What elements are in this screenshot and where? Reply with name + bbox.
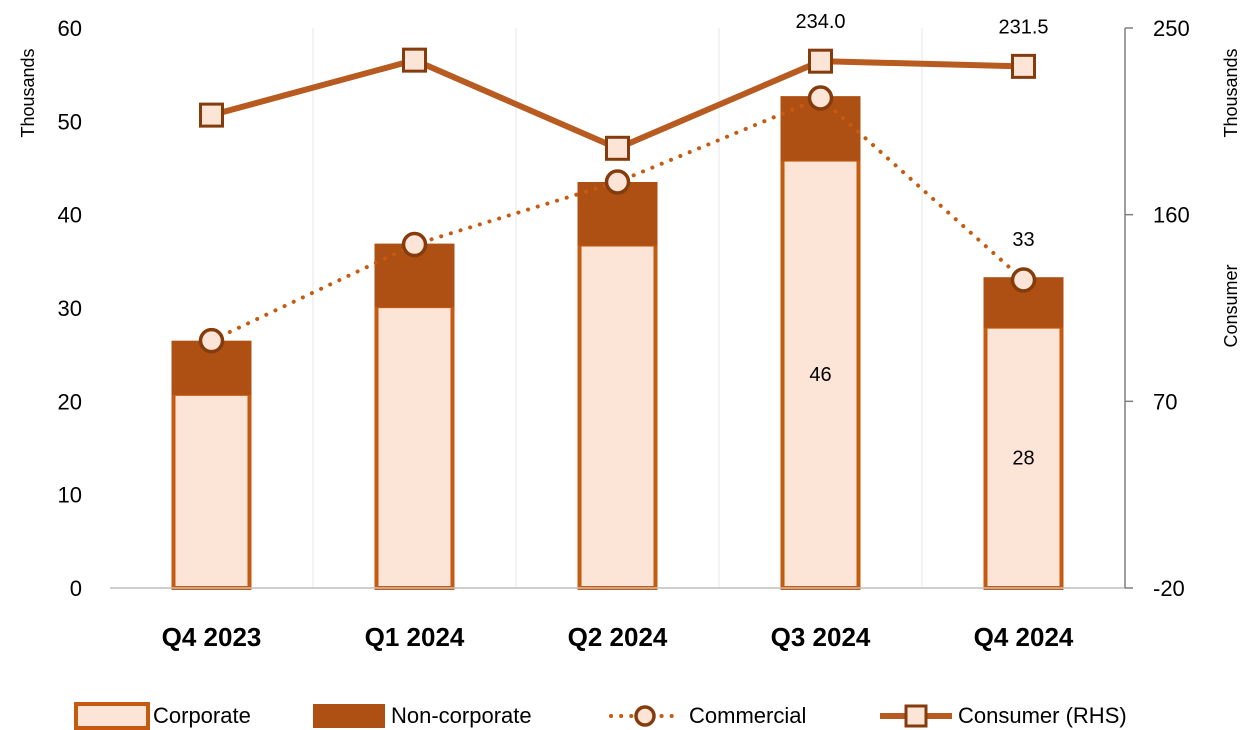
data-labels: 46 28 33 234.0 231.5 xyxy=(795,11,1048,469)
line-series xyxy=(198,47,1037,354)
legend-swatch-non-corporate xyxy=(313,704,385,728)
left-axis-title: Thousands xyxy=(18,48,38,137)
left-axis-tick-label: 0 xyxy=(70,576,82,601)
category-axis: Q4 2023 Q1 2024 Q2 2024 Q3 2024 Q4 2024 xyxy=(162,622,1074,652)
data-label-commercial-q4-2024: 33 xyxy=(1012,229,1034,251)
legend: Corporate Non-corporate Commercial Consu… xyxy=(74,702,1127,730)
marker-commercial-q4-2024 xyxy=(1010,267,1037,293)
bar-corporate-q1-2024 xyxy=(374,304,455,590)
bar-corporate-q4-2023 xyxy=(171,391,252,590)
data-label-consumer-rhs-q4-2024: 231.5 xyxy=(998,16,1048,38)
marker-commercial-q2-2024 xyxy=(604,169,631,195)
vertical-gridlines xyxy=(312,28,923,588)
legend-swatch-corporate xyxy=(74,702,150,730)
right-axis-tick-label: 160 xyxy=(1153,203,1190,228)
legend-label-consumer: Consumer (RHS) xyxy=(958,703,1127,728)
data-label-corporate-q3-2024: 46 xyxy=(809,364,831,386)
legend-item-corporate: Corporate xyxy=(74,702,251,730)
right-axis-tick-label: -20 xyxy=(1153,576,1185,601)
right-axis: -20 70 160 250 xyxy=(1153,16,1190,601)
left-axis-tick-label: 20 xyxy=(58,389,82,414)
marker-consumer-rhs-q3-2024 xyxy=(808,48,833,74)
category-label-q3-2024: Q3 2024 xyxy=(771,622,871,652)
legend-marker-consumer xyxy=(904,704,928,728)
line-commercial xyxy=(209,95,1026,343)
marker-consumer-rhs-q4-2023 xyxy=(199,102,224,128)
left-axis-tick-label: 10 xyxy=(58,483,82,508)
data-label-consumer-rhs-q3-2024: 234.0 xyxy=(795,11,845,33)
category-label-q4-2023: Q4 2023 xyxy=(162,622,262,652)
category-label-q2-2024: Q2 2024 xyxy=(568,622,668,652)
bar-corporate-q2-2024 xyxy=(577,242,658,591)
marker-consumer-rhs-q2-2024 xyxy=(605,135,630,161)
marker-consumer-rhs-q4-2024 xyxy=(1011,53,1036,79)
marker-consumer-rhs-q1-2024 xyxy=(402,47,427,73)
bar-corporate-q4-2024 xyxy=(983,324,1064,590)
legend-label-non-corporate: Non-corporate xyxy=(391,703,532,728)
legend-item-consumer: Consumer (RHS) xyxy=(880,703,1127,728)
right-axis-tick-marks xyxy=(1125,27,1133,589)
legend-item-non-corporate: Non-corporate xyxy=(313,703,532,728)
marker-commercial-q3-2024 xyxy=(807,85,834,111)
left-axis-tick-label: 40 xyxy=(58,203,82,228)
legend-marker-commercial xyxy=(634,705,656,727)
line-consumer-rhs xyxy=(210,57,1024,152)
right-axis-title: Consumer xyxy=(1221,264,1241,347)
left-axis-tick-label: 60 xyxy=(58,16,82,41)
marker-commercial-q1-2024 xyxy=(401,231,428,258)
legend-label-commercial: Commercial xyxy=(689,703,806,728)
legend-item-commercial: Commercial xyxy=(609,703,806,728)
right-axis-tick-label: 70 xyxy=(1153,389,1177,414)
right-axis-title-top: Thousands xyxy=(1221,48,1241,137)
left-axis-tick-label: 50 xyxy=(58,109,82,134)
marker-commercial-q4-2023 xyxy=(198,327,225,354)
data-label-corporate-q4-2024: 28 xyxy=(1012,447,1034,469)
left-axis-tick-label: 30 xyxy=(58,296,82,321)
category-label-q1-2024: Q1 2024 xyxy=(365,622,465,652)
left-axis: 0 10 20 30 40 50 60 xyxy=(58,16,82,601)
legend-label-corporate: Corporate xyxy=(153,703,251,728)
right-axis-tick-label: 250 xyxy=(1153,16,1190,41)
category-label-q4-2024: Q4 2024 xyxy=(974,622,1074,652)
